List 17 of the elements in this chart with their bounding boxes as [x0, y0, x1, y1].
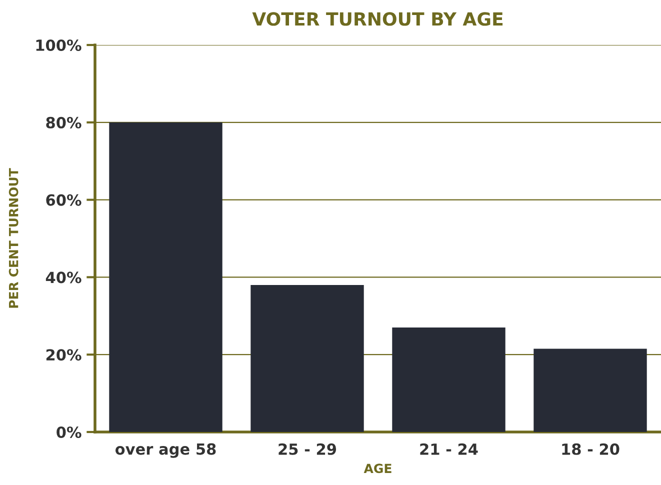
x-axis-title: AGE — [364, 464, 392, 474]
y-tick-label: 0% — [56, 426, 82, 438]
bar — [392, 328, 506, 432]
x-tick-label: 18 - 20 — [562, 443, 620, 455]
x-tick-label: 21 - 24 — [420, 443, 478, 455]
y-tick-label: 60% — [46, 194, 82, 206]
bar — [109, 122, 222, 432]
y-axis-title: PER CENT TURNOUT — [8, 168, 18, 308]
x-tick-label: 25 - 29 — [278, 443, 336, 455]
y-tick-label: 40% — [46, 272, 82, 284]
x-tick-label: over age 58 — [115, 443, 216, 458]
chart-title: VOTER TURNOUT BY AGE — [252, 12, 503, 26]
y-tick-label: 100% — [36, 39, 82, 52]
bar — [534, 348, 647, 432]
bar — [250, 284, 364, 432]
y-tick-label: 80% — [46, 116, 82, 128]
y-tick-label: 20% — [46, 349, 82, 361]
